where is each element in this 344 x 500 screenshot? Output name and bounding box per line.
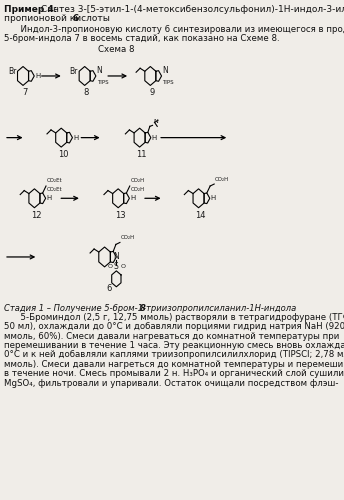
Text: 6: 6 <box>106 284 111 293</box>
Text: 9: 9 <box>150 88 155 97</box>
Text: 11: 11 <box>136 150 147 158</box>
Text: пропионовой кислоты: пропионовой кислоты <box>4 14 113 24</box>
Text: перемешивании в течение 1 часа. Эту реакционную смесь вновь охлаждали до: перемешивании в течение 1 часа. Эту реак… <box>4 341 344 350</box>
Text: Br: Br <box>8 66 16 76</box>
Text: 7: 7 <box>22 88 28 97</box>
Text: N: N <box>97 66 102 75</box>
Text: 14: 14 <box>195 211 206 220</box>
Text: CO₂Et: CO₂Et <box>47 187 62 192</box>
Text: N: N <box>114 252 119 262</box>
Text: H: H <box>151 134 157 140</box>
Text: N: N <box>162 66 168 75</box>
Text: CO₂H: CO₂H <box>215 177 229 182</box>
Text: 12: 12 <box>31 211 42 220</box>
Text: H: H <box>73 134 78 140</box>
Text: Синтез 3-[5-этил-1-(4-метоксибензолсульфонил)-1Н-индол-3-ил]-: Синтез 3-[5-этил-1-(4-метоксибензолсульф… <box>37 6 344 15</box>
Text: S: S <box>114 262 119 272</box>
Text: H: H <box>211 196 216 202</box>
Text: Индол-3-пропионовую кислоту 6 синтезировали из имеющегося в продаже: Индол-3-пропионовую кислоту 6 синтезиров… <box>4 26 344 35</box>
Text: H: H <box>130 196 135 202</box>
Text: 50 мл), охлаждали до 0°С и добавляли порциями гидрид натрия NaH (920 мг, 23: 50 мл), охлаждали до 0°С и добавляли пор… <box>4 322 344 331</box>
Text: 5-бром-индола 7 в восемь стадий, как показано на Схеме 8.: 5-бром-индола 7 в восемь стадий, как пок… <box>4 34 280 43</box>
Text: O: O <box>107 264 112 270</box>
Text: 8: 8 <box>84 88 89 97</box>
Text: Br: Br <box>69 66 78 76</box>
Text: 8: 8 <box>140 304 146 312</box>
Text: CO₂H: CO₂H <box>130 178 145 183</box>
Text: ммоль). Смеси давали нагреться до комнатной температуры и перемешивали ее: ммоль). Смеси давали нагреться до комнат… <box>4 360 344 369</box>
Text: Стадия 1 – Получение 5-бром-1-триизопропилсиланил-1Н-индола: Стадия 1 – Получение 5-бром-1-триизопроп… <box>4 304 299 312</box>
Text: H: H <box>35 73 40 79</box>
Text: CO₂Et: CO₂Et <box>47 178 62 183</box>
Text: CO₂H: CO₂H <box>130 187 145 192</box>
Text: 10: 10 <box>58 150 68 158</box>
Text: H: H <box>46 196 52 202</box>
Text: CO₂H: CO₂H <box>121 236 135 240</box>
Text: Схема 8: Схема 8 <box>98 45 135 54</box>
Text: 6: 6 <box>72 14 79 24</box>
Text: 5-Броминдол (2,5 г, 12,75 ммоль) растворяли в тетрагидрофуране (ТГФ;: 5-Броминдол (2,5 г, 12,75 ммоль) раствор… <box>4 312 344 322</box>
Text: TIPS: TIPS <box>162 80 174 85</box>
Text: MgSO₄, фильтровали и упаривали. Остаток очищали посредством флэш-: MgSO₄, фильтровали и упаривали. Остаток … <box>4 379 338 388</box>
Text: O: O <box>120 264 125 270</box>
Text: TIPS: TIPS <box>97 80 108 85</box>
Text: N: N <box>153 120 158 124</box>
Text: в течение ночи. Смесь промывали 2 н. H₃PO₄ и органический слой сушили над: в течение ночи. Смесь промывали 2 н. H₃P… <box>4 370 344 378</box>
Text: 0°С и к ней добавляли каплями триизопропилсилилхлорид (TIPSCl; 2,78 мл, 13,1: 0°С и к ней добавляли каплями триизопроп… <box>4 350 344 360</box>
Text: 13: 13 <box>115 211 125 220</box>
Text: Пример 4:: Пример 4: <box>4 6 57 15</box>
Text: ммоль, 60%). Смеси давали нагреваться до комнатной температуры при: ммоль, 60%). Смеси давали нагреваться до… <box>4 332 340 340</box>
